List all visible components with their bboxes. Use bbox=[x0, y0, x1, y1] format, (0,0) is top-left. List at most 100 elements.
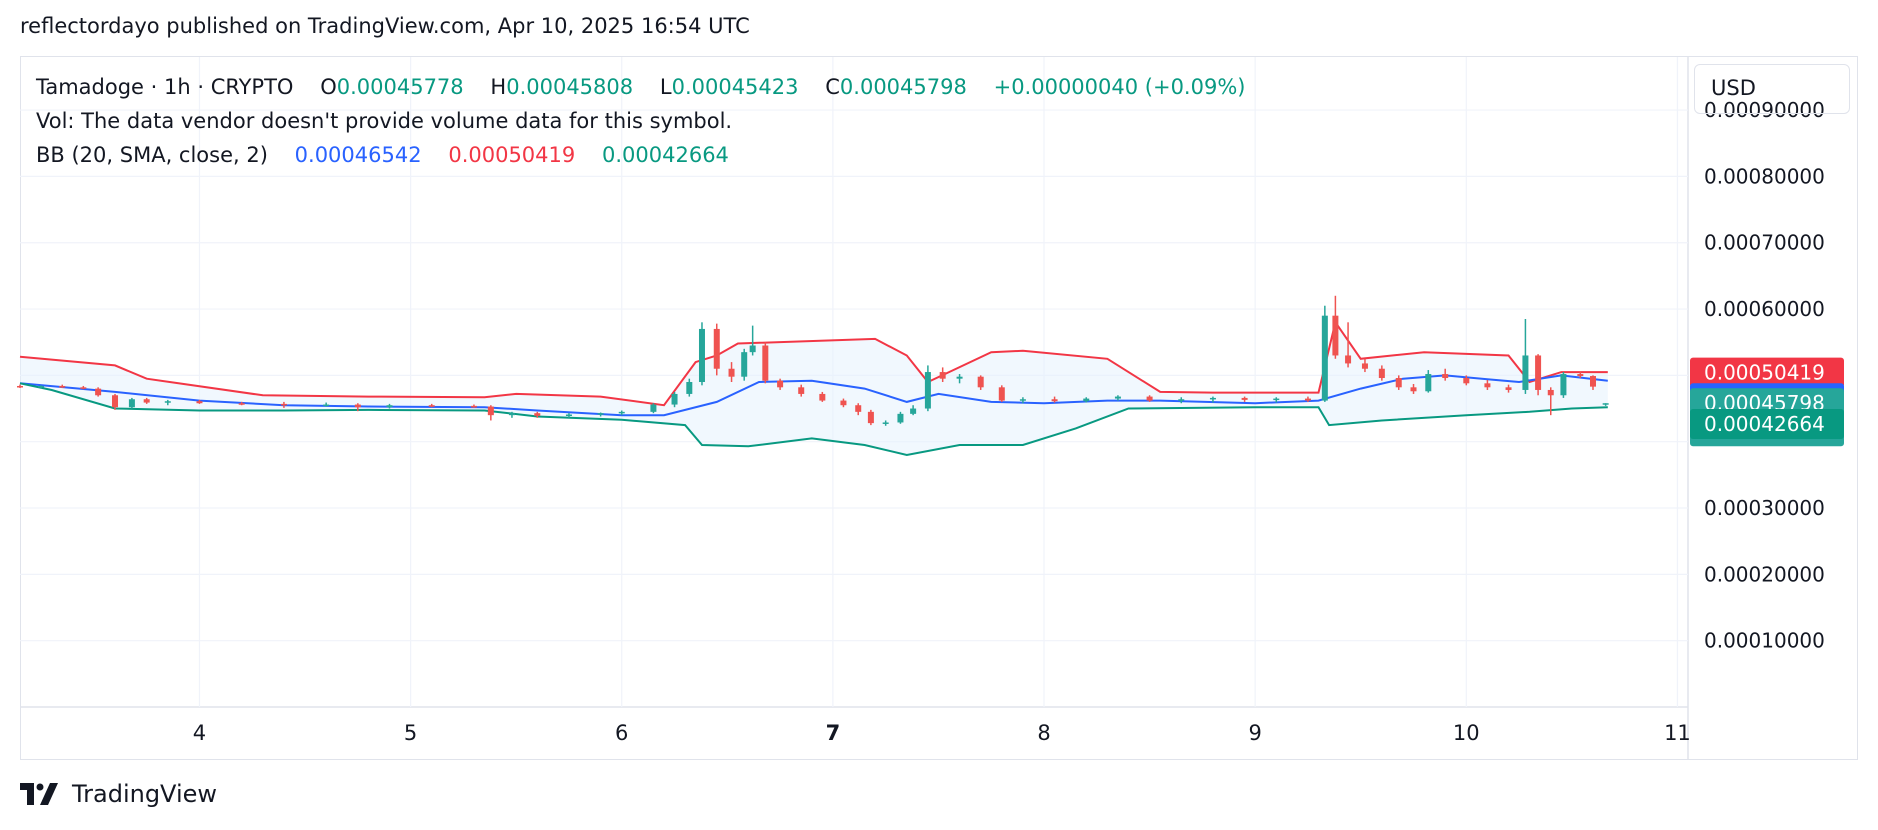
tradingview-logo-icon bbox=[20, 783, 58, 805]
time-tick-label: 8 bbox=[1037, 721, 1050, 745]
candle-body bbox=[164, 401, 171, 403]
candle-body bbox=[1241, 397, 1248, 400]
low-label: L bbox=[659, 75, 672, 99]
candle-body bbox=[650, 404, 657, 412]
candle-body bbox=[939, 372, 946, 379]
candle-body bbox=[819, 393, 826, 401]
high-value: 0.00045808 bbox=[506, 75, 634, 99]
candle-body bbox=[1345, 355, 1352, 364]
candle-body bbox=[1602, 403, 1609, 405]
candle-body bbox=[487, 406, 494, 416]
currency-selector[interactable]: USD bbox=[1694, 64, 1850, 114]
candle-body bbox=[354, 404, 361, 408]
candle-body bbox=[1589, 376, 1596, 387]
candle-body bbox=[1410, 387, 1417, 392]
candle-body bbox=[855, 405, 862, 412]
price-tick-label: 0.00020000 bbox=[1704, 562, 1825, 586]
chart-legend: Tamadoge · 1h · CRYPTO O0.00045778 H0.00… bbox=[36, 70, 1245, 172]
candle-body bbox=[597, 413, 604, 415]
ohlc-row: Tamadoge · 1h · CRYPTO O0.00045778 H0.00… bbox=[36, 70, 1245, 104]
time-tick-label: 10 bbox=[1453, 721, 1480, 745]
candle-body bbox=[238, 403, 245, 405]
candle-body bbox=[1332, 315, 1339, 356]
candle-body bbox=[777, 380, 784, 388]
candle-body bbox=[910, 408, 917, 414]
price-tick-label: 0.00030000 bbox=[1704, 496, 1825, 520]
candle-body bbox=[1560, 374, 1567, 396]
candle-body bbox=[1051, 399, 1058, 402]
bb-fill-area bbox=[20, 322, 1608, 455]
candle-body bbox=[1178, 399, 1185, 401]
open-label: O bbox=[320, 75, 337, 99]
candle-body bbox=[1114, 396, 1121, 399]
candle-body bbox=[1378, 368, 1385, 379]
bb-upper-value: 0.00050419 bbox=[448, 143, 576, 167]
bb-lower-line bbox=[19, 382, 1608, 457]
candle-body bbox=[749, 345, 756, 353]
open-value: 0.00045778 bbox=[336, 75, 464, 99]
candle-body bbox=[95, 388, 102, 396]
candle-body bbox=[728, 368, 735, 377]
close-label: C bbox=[825, 75, 840, 99]
candle-body bbox=[508, 413, 515, 416]
candle-body bbox=[977, 376, 984, 388]
low-value: 0.00045423 bbox=[671, 75, 799, 99]
candle-body bbox=[671, 393, 678, 405]
volume-text: Vol: The data vendor doesn't provide vol… bbox=[36, 109, 733, 133]
bb-lower-price-tag-bg bbox=[1690, 409, 1844, 440]
bb-lower-price-tag: 0.00042664 bbox=[1704, 412, 1825, 436]
candle-body bbox=[1425, 374, 1432, 392]
bb-lower-value: 0.00042664 bbox=[602, 143, 729, 167]
chart-frame[interactable] bbox=[20, 56, 1858, 760]
candle-body bbox=[762, 345, 769, 381]
candle-body bbox=[956, 376, 963, 379]
time-tick-label: 6 bbox=[615, 721, 628, 745]
candle-body bbox=[998, 387, 1005, 401]
price-tick-label: 0.00090000 bbox=[1704, 98, 1825, 122]
bb-basis-value: 0.00046542 bbox=[294, 143, 422, 167]
candle-body bbox=[1273, 398, 1280, 401]
candle-body bbox=[1463, 378, 1470, 384]
candle-body bbox=[618, 411, 625, 414]
tradingview-footer: TradingView bbox=[20, 780, 217, 808]
time-tick-label: 5 bbox=[404, 721, 417, 745]
candle-body bbox=[196, 401, 203, 404]
candle-body bbox=[1395, 378, 1402, 388]
candle-body bbox=[112, 395, 119, 408]
candle-body bbox=[1146, 396, 1153, 401]
change-value: +0.00000040 (+0.09%) bbox=[993, 75, 1246, 99]
symbol-label[interactable]: Tamadoge · 1h · CRYPTO bbox=[36, 75, 294, 99]
bb-label[interactable]: BB (20, SMA, close, 2) bbox=[36, 143, 268, 167]
close-value: 0.00045798 bbox=[839, 75, 967, 99]
candle-body bbox=[323, 404, 330, 407]
candle-body bbox=[1442, 374, 1449, 379]
bb-row[interactable]: BB (20, SMA, close, 2) 0.00046542 0.0005… bbox=[36, 138, 1245, 172]
candle-body bbox=[798, 387, 805, 394]
time-tick-label: 7 bbox=[826, 721, 841, 745]
candle-body bbox=[1209, 397, 1216, 400]
candle-body bbox=[1547, 389, 1554, 396]
price-tick-label: 0.00060000 bbox=[1704, 297, 1825, 321]
candle-body bbox=[698, 328, 705, 382]
candle-body bbox=[1505, 387, 1512, 390]
candle-body bbox=[741, 352, 748, 377]
candle-body bbox=[1321, 315, 1328, 401]
candle-body bbox=[386, 405, 393, 408]
candle-body bbox=[1361, 363, 1368, 369]
publish-text: reflectordayo published on TradingView.c… bbox=[20, 14, 750, 38]
time-tick-label: 9 bbox=[1248, 721, 1261, 745]
candle-body bbox=[470, 405, 477, 408]
candle-body bbox=[80, 387, 87, 389]
candle-body bbox=[1304, 398, 1311, 401]
candle-body bbox=[1484, 383, 1491, 388]
candle-body bbox=[882, 422, 889, 424]
bb-upper-price-tag: 0.00050419 bbox=[1704, 361, 1825, 385]
candle-body bbox=[280, 403, 287, 406]
candle-body bbox=[38, 385, 45, 388]
candle-body bbox=[867, 411, 874, 424]
candle-body bbox=[534, 413, 541, 416]
candle-body bbox=[428, 405, 435, 407]
price-tick-label: 0.00070000 bbox=[1704, 231, 1825, 255]
time-tick-label: 4 bbox=[193, 721, 206, 745]
